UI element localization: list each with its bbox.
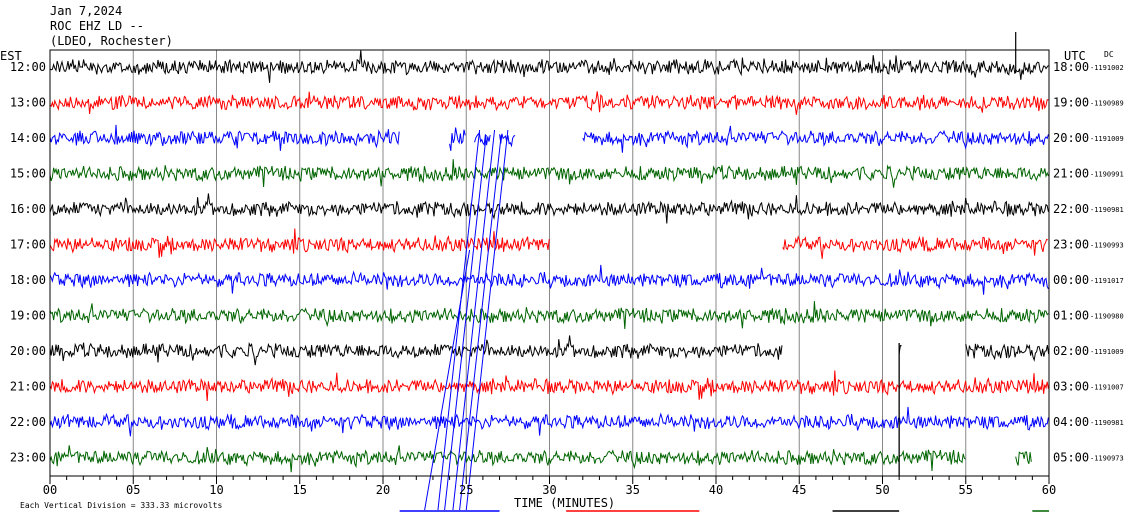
traces: [49, 49, 1050, 473]
utc-time-label: 21:00: [1053, 167, 1089, 181]
event-line: [444, 134, 487, 511]
utc-time-label: 02:00: [1053, 344, 1089, 358]
x-tick-label-00: 00: [43, 483, 57, 497]
est-time-label: 20:00: [10, 344, 46, 358]
x-tick-label-25: 25: [459, 483, 473, 497]
seismic-trace: [49, 370, 1049, 402]
dc-offset-label: -1191007: [1090, 384, 1124, 392]
dc-offset-label: -1190993: [1090, 242, 1124, 250]
seismic-trace: [49, 335, 783, 366]
seismic-trace: [49, 264, 1049, 295]
dc-offset-label: -1190989: [1090, 100, 1124, 108]
station-code: ROC EHZ LD --: [50, 19, 144, 33]
seismic-trace: [49, 193, 1049, 224]
seismic-trace: [49, 124, 400, 151]
dc-offset-label: -1190973: [1090, 455, 1124, 463]
utc-time-label: 19:00: [1053, 96, 1089, 110]
est-label: EST: [0, 49, 22, 63]
x-tick-label-60: 60: [1042, 483, 1056, 497]
event-line: [424, 249, 471, 511]
x-tick-label-30: 30: [542, 483, 556, 497]
seismic-trace: [1015, 451, 1032, 466]
dc-label: DC: [1104, 50, 1114, 59]
utc-time-label: 01:00: [1053, 309, 1089, 323]
dc-offset-label: -1190980: [1090, 313, 1124, 321]
dc-offset-label: -1191009: [1090, 135, 1124, 143]
event-line: [452, 129, 496, 511]
est-time-label: 12:00: [10, 60, 46, 74]
est-time-label: 23:00: [10, 451, 46, 465]
x-tick-label-35: 35: [626, 483, 640, 497]
utc-time-label: 03:00: [1053, 380, 1089, 394]
dc-offset-label: -1190981: [1090, 419, 1124, 427]
utc-time-label: 20:00: [1053, 131, 1089, 145]
event-line: [437, 129, 481, 511]
x-tick-label-40: 40: [709, 483, 723, 497]
x-tick-label-45: 45: [792, 483, 806, 497]
seismic-trace: [49, 91, 1049, 115]
x-tick-label-05: 05: [126, 483, 140, 497]
seismic-trace: [49, 406, 1049, 437]
utc-time-label: 18:00: [1053, 60, 1089, 74]
x-tick-label-55: 55: [959, 483, 973, 497]
est-time-label: 22:00: [10, 415, 46, 429]
seismic-trace: [49, 159, 1049, 188]
scale-note: Each Vertical Division = 333.33 microvol…: [20, 501, 222, 510]
est-time-label: 17:00: [10, 238, 46, 252]
est-time-label: 13:00: [10, 96, 46, 110]
x-tick-label-20: 20: [376, 483, 390, 497]
utc-label: UTC: [1064, 49, 1086, 63]
seismic-trace: [965, 343, 1050, 362]
est-time-label: 19:00: [10, 309, 46, 323]
utc-time-label: 23:00: [1053, 238, 1089, 252]
grid: [49, 50, 1050, 484]
event-line: [459, 134, 502, 511]
date-title: Jan 7,2024: [50, 4, 123, 18]
x-tick-label-15: 15: [293, 483, 307, 497]
est-time-label: 15:00: [10, 167, 46, 181]
est-time-label: 14:00: [10, 131, 46, 145]
event-lines: [399, 32, 1049, 512]
est-time-label: 16:00: [10, 202, 46, 216]
utc-time-label: 22:00: [1053, 202, 1089, 216]
plot-frame: [49, 49, 1050, 477]
dc-offset-label: -1191002: [1090, 64, 1124, 72]
x-tick-label-50: 50: [875, 483, 889, 497]
x-axis-label: TIME (MINUTES): [514, 496, 615, 510]
seismic-trace: [49, 49, 1049, 83]
est-time-label: 18:00: [10, 273, 46, 287]
seismic-trace: [782, 235, 1048, 259]
utc-time-label: 04:00: [1053, 415, 1089, 429]
x-tick-label-10: 10: [209, 483, 223, 497]
seismic-trace: [474, 131, 491, 147]
seismic-trace: [49, 301, 1049, 330]
event-line: [465, 129, 509, 511]
est-time-label: 21:00: [10, 380, 46, 394]
network-name: (LDEO, Rochester): [50, 34, 173, 48]
utc-time-label: 05:00: [1053, 451, 1089, 465]
seismic-trace: [582, 125, 1049, 153]
dc-offset-label: -1190981: [1090, 206, 1124, 214]
seismic-trace: [449, 127, 466, 151]
seismic-trace: [49, 445, 966, 473]
seismic-trace: [49, 228, 550, 258]
dc-offset-label: -1191017: [1090, 277, 1124, 285]
dc-offset-label: -1191009: [1090, 348, 1124, 356]
utc-time-label: 00:00: [1053, 273, 1089, 287]
dc-offset-label: -1190991: [1090, 171, 1124, 179]
